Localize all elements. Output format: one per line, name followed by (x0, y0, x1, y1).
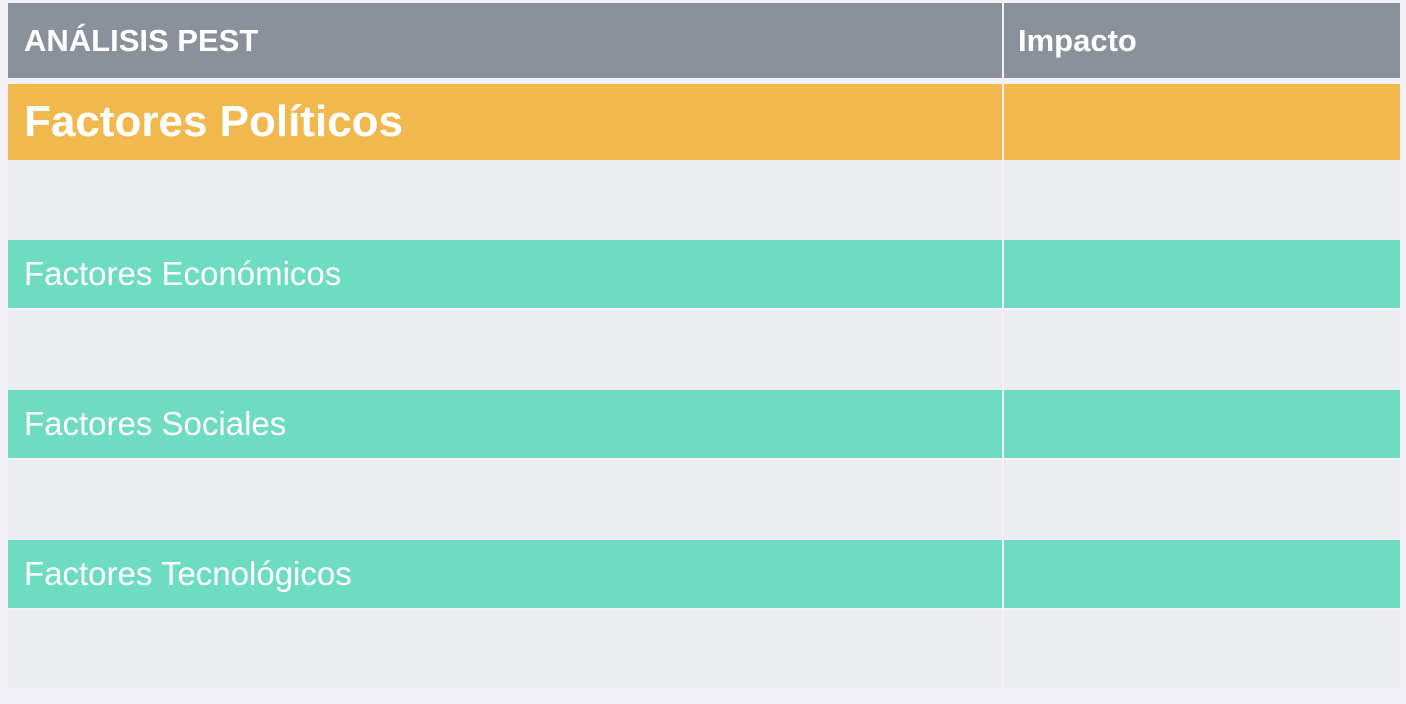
header-impact-cell: Impacto (1004, 3, 1400, 78)
empty-factor-cell[interactable] (8, 160, 1002, 240)
section-label-cell: Factores Políticos (8, 84, 1002, 160)
section-impact-cell-economicos[interactable] (1004, 240, 1400, 308)
section-impact-cell-sociales[interactable] (1004, 390, 1400, 458)
empty-impact-cell[interactable] (1004, 160, 1400, 240)
section-impact-cell-politicos[interactable] (1004, 84, 1400, 160)
section-label-cell: Factores Tecnológicos (8, 540, 1002, 608)
pest-analysis-table: ANÁLISIS PEST Impacto Factores Políticos… (8, 3, 1400, 688)
section-impact-cell-tecnologicos[interactable] (1004, 540, 1400, 608)
section-label-cell: Factores Sociales (8, 390, 1002, 458)
empty-factor-cell[interactable] (8, 310, 1002, 390)
section-label-sociales: Factores Sociales (24, 405, 287, 442)
empty-factor-cell[interactable] (8, 610, 1002, 688)
empty-impact-cell[interactable] (1004, 610, 1400, 688)
empty-factor-cell[interactable] (8, 460, 1002, 540)
section-label-politicos: Factores Políticos (24, 97, 404, 146)
section-label-economicos: Factores Económicos (24, 255, 342, 292)
header-impact: Impacto (1018, 22, 1137, 58)
header-title-cell: ANÁLISIS PEST (8, 3, 1002, 78)
empty-impact-cell[interactable] (1004, 310, 1400, 390)
header-title: ANÁLISIS PEST (24, 22, 259, 58)
section-label-cell: Factores Económicos (8, 240, 1002, 308)
section-label-tecnologicos: Factores Tecnológicos (24, 555, 352, 592)
empty-impact-cell[interactable] (1004, 460, 1400, 540)
